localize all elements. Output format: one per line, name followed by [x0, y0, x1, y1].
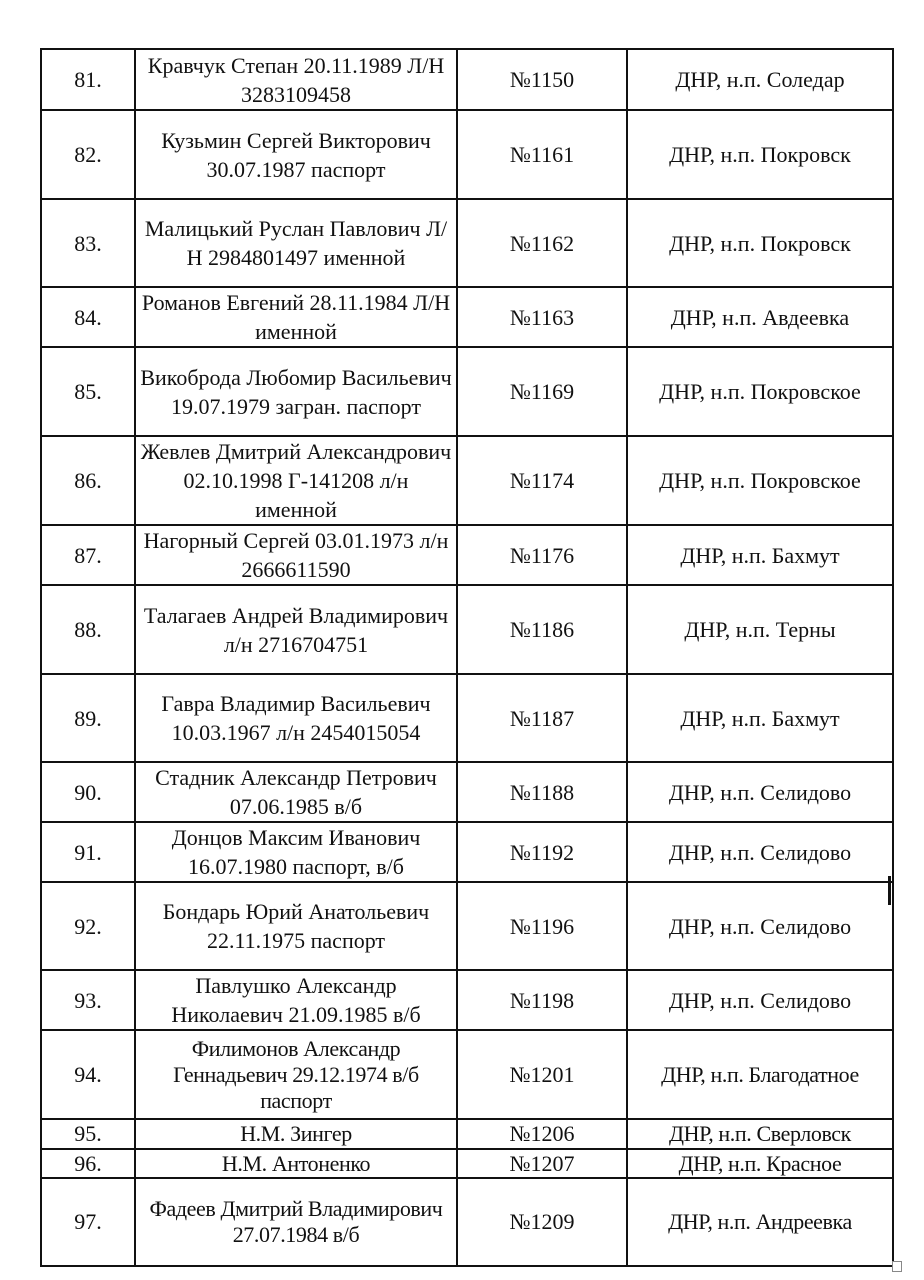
person-details-cell: Н.М. Антоненко [134, 1148, 458, 1179]
record-number-cell: №1196 [456, 881, 628, 971]
record-number-cell: №1176 [456, 524, 628, 586]
row-number-cell: 97. [40, 1177, 136, 1267]
person-details-cell: Нагорный Сергей 03.01.1973 л/н 266661159… [134, 524, 458, 586]
row-number-cell: 83. [40, 198, 136, 288]
location-cell: ДНР, н.п. Терны [626, 584, 894, 675]
record-number-cell: №1198 [456, 969, 628, 1031]
location-cell: ДНР, н.п. Андреевка [626, 1177, 894, 1267]
location-cell: ДНР, н.п. Бахмут [626, 524, 894, 586]
person-details-cell: Н.М. Зингер [134, 1118, 458, 1150]
records-table: 81. Кравчук Степан 20.11.1989 Л/Н 3283109… [40, 48, 894, 1267]
row-number-cell: 88. [40, 584, 136, 675]
row-number-cell: 84. [40, 286, 136, 348]
record-number-cell: №1209 [456, 1177, 628, 1267]
person-details-cell: Филимонов Александр Геннадьевич 29.12.19… [134, 1029, 458, 1120]
table-row: 95. Н.М. Зингер №1206 ДНР, н.п. Сверловск [40, 1118, 894, 1150]
person-details-cell: Гавра Владимир Васильевич 10.03.1967 л/н… [134, 673, 458, 763]
row-number-cell: 87. [40, 524, 136, 586]
row-number-cell: 81. [40, 48, 136, 111]
record-number-cell: №1192 [456, 821, 628, 883]
table-row: 90. Стадник Александр Петрович 07.06.1985… [40, 761, 894, 823]
row-number-cell: 85. [40, 346, 136, 437]
row-number-cell: 96. [40, 1148, 136, 1179]
table-row: 85. Викоброда Любомир Васильевич 19.07.19… [40, 346, 894, 437]
row-number-cell: 90. [40, 761, 136, 823]
person-details-cell: Кравчук Степан 20.11.1989 Л/Н 3283109458 [134, 48, 458, 111]
record-number-cell: №1150 [456, 48, 628, 111]
person-details-cell: Жевлев Дмитрий Александрович 02.10.1998 … [134, 435, 458, 526]
table-row: 91. Донцов Максим Иванович 16.07.1980 пас… [40, 821, 894, 883]
record-number-cell: №1162 [456, 198, 628, 288]
record-number-cell: №1161 [456, 109, 628, 200]
location-cell: ДНР, н.п. Покровск [626, 109, 894, 200]
record-number-cell: №1174 [456, 435, 628, 526]
person-details-cell: Романов Евгений 28.11.1984 Л/Н именной [134, 286, 458, 348]
location-cell: ДНР, н.п. Красное [626, 1148, 894, 1179]
location-cell: ДНР, н.п. Селидово [626, 969, 894, 1031]
person-details-cell: Малицький Руслан Павлович Л/Н 2984801497… [134, 198, 458, 288]
location-cell: ДНР, н.п. Благодатное [626, 1029, 894, 1120]
table-row: 94. Филимонов Александр Геннадьевич 29.12… [40, 1029, 894, 1120]
row-number-cell: 93. [40, 969, 136, 1031]
row-number-cell: 82. [40, 109, 136, 200]
person-details-cell: Бондарь Юрий Анатольевич 22.11.1975 пасп… [134, 881, 458, 971]
person-details-cell: Викоброда Любомир Васильевич 19.07.1979 … [134, 346, 458, 437]
text-cursor-marker [888, 876, 891, 905]
person-details-cell: Павлушко Александр Николаевич 21.09.1985… [134, 969, 458, 1031]
person-details-cell: Стадник Александр Петрович 07.06.1985 в/… [134, 761, 458, 823]
record-number-cell: №1169 [456, 346, 628, 437]
location-cell: ДНР, н.п. Авдеевка [626, 286, 894, 348]
person-details-cell: Талагаев Андрей Владимирович л/н 2716704… [134, 584, 458, 675]
person-details-cell: Донцов Максим Иванович 16.07.1980 паспор… [134, 821, 458, 883]
table-row: 92. Бондарь Юрий Анатольевич 22.11.1975 п… [40, 881, 894, 971]
location-cell: ДНР, н.п. Покровское [626, 435, 894, 526]
location-cell: ДНР, н.п. Соледар [626, 48, 894, 111]
row-number-cell: 92. [40, 881, 136, 971]
location-cell: ДНР, н.п. Покровск [626, 198, 894, 288]
table-row: 97. Фадеев Дмитрий Владимирович 27.07.198… [40, 1177, 894, 1267]
table-row: 82. Кузьмин Сергей Викторович 30.07.1987 … [40, 109, 894, 200]
person-details-cell: Фадеев Дмитрий Владимирович 27.07.1984 в… [134, 1177, 458, 1267]
table-row: 87. Нагорный Сергей 03.01.1973 л/н 266661… [40, 524, 894, 586]
table-row: 81. Кравчук Степан 20.11.1989 Л/Н 3283109… [40, 48, 894, 111]
location-cell: ДНР, н.п. Селидово [626, 761, 894, 823]
row-number-cell: 94. [40, 1029, 136, 1120]
table-row: 84. Романов Евгений 28.11.1984 Л/Н именно… [40, 286, 894, 348]
location-cell: ДНР, н.п. Покровское [626, 346, 894, 437]
row-number-cell: 86. [40, 435, 136, 526]
table-row: 83. Малицький Руслан Павлович Л/Н 2984801… [40, 198, 894, 288]
person-details-cell: Кузьмин Сергей Викторович 30.07.1987 пас… [134, 109, 458, 200]
location-cell: ДНР, н.п. Бахмут [626, 673, 894, 763]
record-number-cell: №1186 [456, 584, 628, 675]
row-number-cell: 95. [40, 1118, 136, 1150]
table-row: 96. Н.М. Антоненко №1207 ДНР, н.п. Красное [40, 1148, 894, 1179]
row-number-cell: 91. [40, 821, 136, 883]
record-number-cell: №1188 [456, 761, 628, 823]
location-cell: ДНР, н.п. Сверловск [626, 1118, 894, 1150]
record-number-cell: №1207 [456, 1148, 628, 1179]
table-row: 89. Гавра Владимир Васильевич 10.03.1967 … [40, 673, 894, 763]
record-number-cell: №1163 [456, 286, 628, 348]
row-number-cell: 89. [40, 673, 136, 763]
table-resize-handle[interactable] [892, 1261, 902, 1272]
table-row: 88. Талагаев Андрей Владимирович л/н 2716… [40, 584, 894, 675]
location-cell: ДНР, н.п. Селидово [626, 881, 894, 971]
record-number-cell: №1206 [456, 1118, 628, 1150]
table-row: 86. Жевлев Дмитрий Александрович 02.10.19… [40, 435, 894, 526]
table-row: 93. Павлушко Александр Николаевич 21.09.1… [40, 969, 894, 1031]
record-number-cell: №1201 [456, 1029, 628, 1120]
location-cell: ДНР, н.п. Селидово [626, 821, 894, 883]
record-number-cell: №1187 [456, 673, 628, 763]
